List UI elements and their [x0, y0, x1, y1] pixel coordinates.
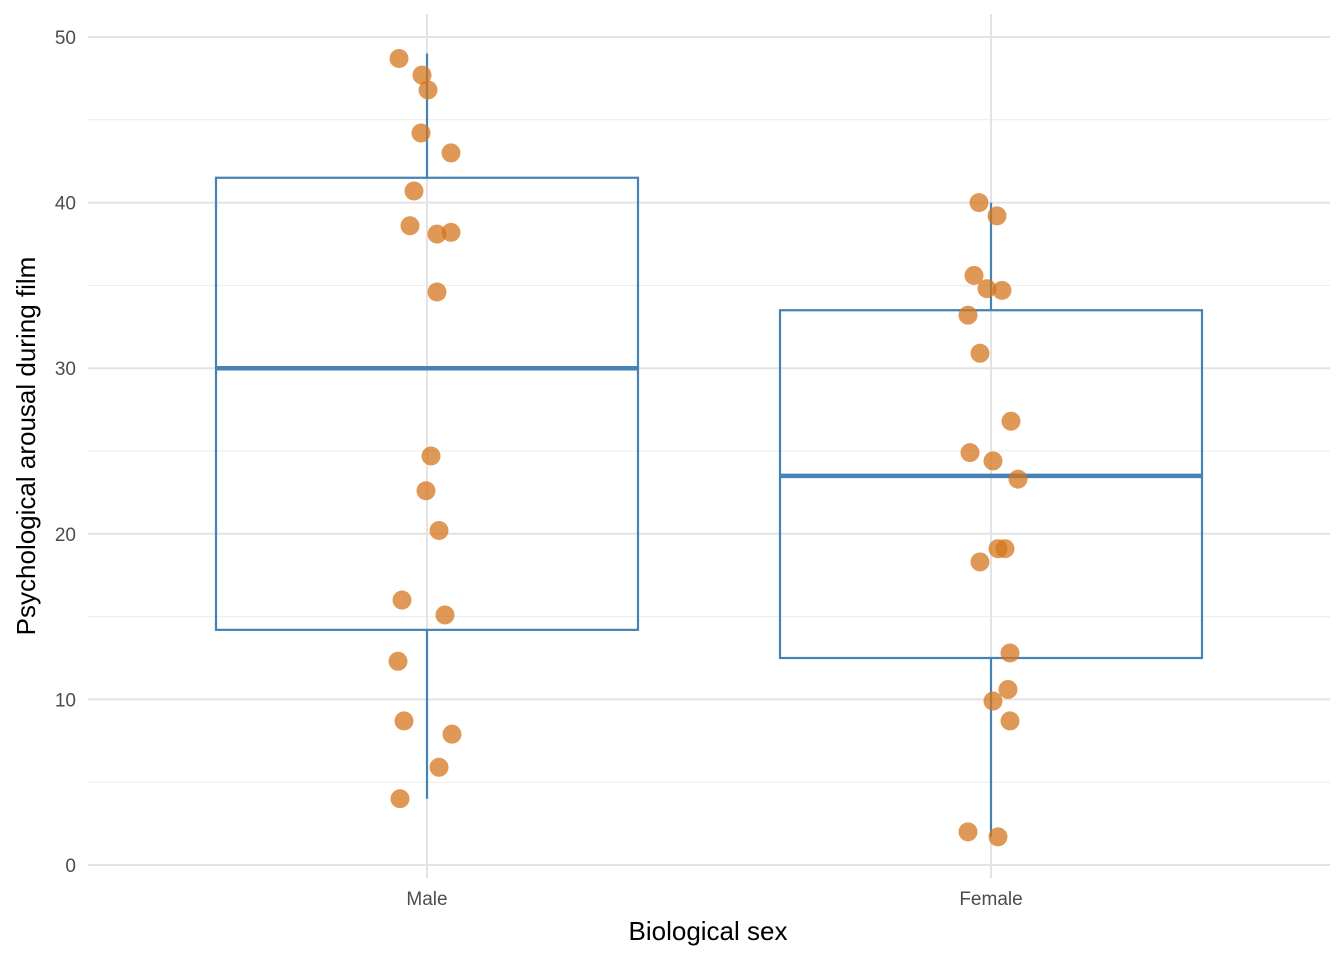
- boxplots: [214, 53, 1204, 837]
- data-point: [390, 789, 410, 809]
- data-point: [988, 827, 1008, 847]
- data-point: [441, 143, 461, 163]
- y-axis-title: Psychological arousal during film: [11, 257, 41, 636]
- x-tick-label: Male: [406, 889, 447, 910]
- data-point: [392, 590, 412, 610]
- y-tick-label: 40: [55, 194, 76, 215]
- data-point: [429, 520, 449, 540]
- data-point: [441, 222, 461, 242]
- data-point: [998, 679, 1018, 699]
- data-point: [1008, 469, 1028, 489]
- data-point: [416, 481, 436, 501]
- data-point: [987, 206, 1007, 226]
- data-point: [983, 691, 1003, 711]
- data-point: [1001, 411, 1021, 431]
- data-point: [995, 539, 1015, 559]
- data-point: [411, 123, 431, 143]
- data-point: [958, 822, 978, 842]
- data-point: [1000, 711, 1020, 731]
- data-points: [388, 49, 1028, 847]
- data-point: [970, 552, 990, 572]
- data-point: [427, 224, 447, 244]
- data-point: [427, 282, 447, 302]
- data-point: [964, 265, 984, 285]
- data-point: [400, 216, 420, 236]
- data-point: [429, 757, 449, 777]
- y-tick-label: 0: [65, 856, 76, 877]
- data-point: [977, 279, 997, 299]
- data-point: [970, 343, 990, 363]
- tick-labels: 0 10 20 30 40 50 Male Female: [55, 28, 1023, 910]
- data-point: [1000, 643, 1020, 663]
- data-point: [983, 451, 1003, 471]
- data-point: [421, 446, 441, 466]
- data-point: [442, 724, 462, 744]
- data-point: [404, 181, 424, 201]
- data-point: [969, 193, 989, 213]
- y-tick-label: 10: [55, 690, 76, 711]
- grid: [88, 14, 1330, 878]
- box: [214, 176, 640, 631]
- data-point: [394, 711, 414, 731]
- data-point: [418, 80, 438, 100]
- y-tick-label: 30: [55, 359, 76, 380]
- data-point: [992, 280, 1012, 300]
- x-tick-label: Female: [959, 889, 1022, 910]
- x-axis-title: Biological sex: [629, 916, 788, 946]
- data-point: [412, 65, 432, 85]
- y-tick-label: 20: [55, 525, 76, 546]
- data-point: [960, 443, 980, 463]
- data-point: [388, 651, 408, 671]
- data-point: [435, 605, 455, 625]
- data-point: [958, 305, 978, 325]
- data-point: [389, 49, 409, 69]
- y-tick-label: 50: [55, 28, 76, 49]
- box: [778, 309, 1204, 660]
